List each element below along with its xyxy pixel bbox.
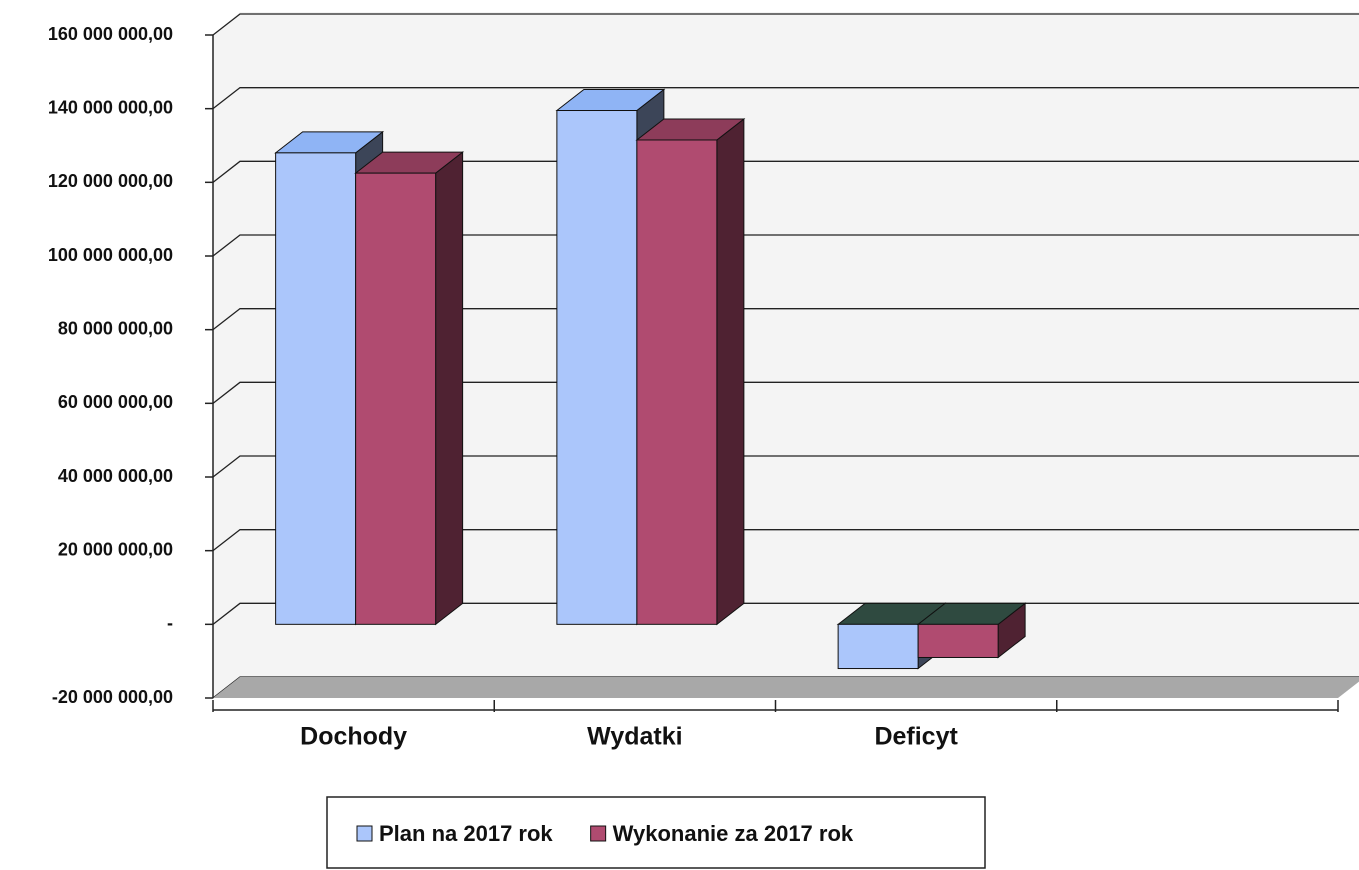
x-tick-label: Wydatki <box>587 723 682 751</box>
grid-line <box>212 160 1359 183</box>
legend-swatch <box>590 825 607 842</box>
y-tick-label: - <box>167 613 173 633</box>
y-tick-label: 80 000 000,00 <box>58 318 173 338</box>
bar <box>556 110 638 625</box>
grid-line <box>212 308 1359 331</box>
y-tick-label: 120 000 000,00 <box>48 171 173 191</box>
bar <box>275 152 357 625</box>
x-tick-label: Dochody <box>300 723 407 751</box>
legend-box <box>326 796 986 869</box>
bar-side <box>435 151 464 626</box>
bar <box>837 623 919 670</box>
grid-line <box>212 381 1359 404</box>
bar <box>917 623 999 658</box>
y-tick-label: 140 000 000,00 <box>48 97 173 117</box>
y-tick-label: 40 000 000,00 <box>58 466 173 486</box>
bar <box>355 172 437 625</box>
legend-label: Wykonanie za 2017 rok <box>613 821 854 846</box>
y-tick-label: 100 000 000,00 <box>48 245 173 265</box>
y-tick-label: 20 000 000,00 <box>58 539 173 559</box>
y-tick-label: 60 000 000,00 <box>58 392 173 412</box>
grid-line <box>212 529 1359 552</box>
grid-line <box>212 87 1359 110</box>
plot-wall <box>213 12 1359 698</box>
legend-label: Plan na 2017 rok <box>379 821 553 846</box>
grid-line <box>212 13 1359 36</box>
legend-swatch <box>356 825 373 842</box>
grid-line <box>212 234 1359 257</box>
x-tick-label: Deficyt <box>874 723 958 751</box>
y-tick-label: 160 000 000,00 <box>48 24 173 44</box>
floor <box>213 677 1359 698</box>
bar-side <box>716 117 745 626</box>
grid-line <box>212 455 1359 478</box>
bar <box>636 139 718 625</box>
y-tick-label: -20 000 000,00 <box>52 687 173 707</box>
